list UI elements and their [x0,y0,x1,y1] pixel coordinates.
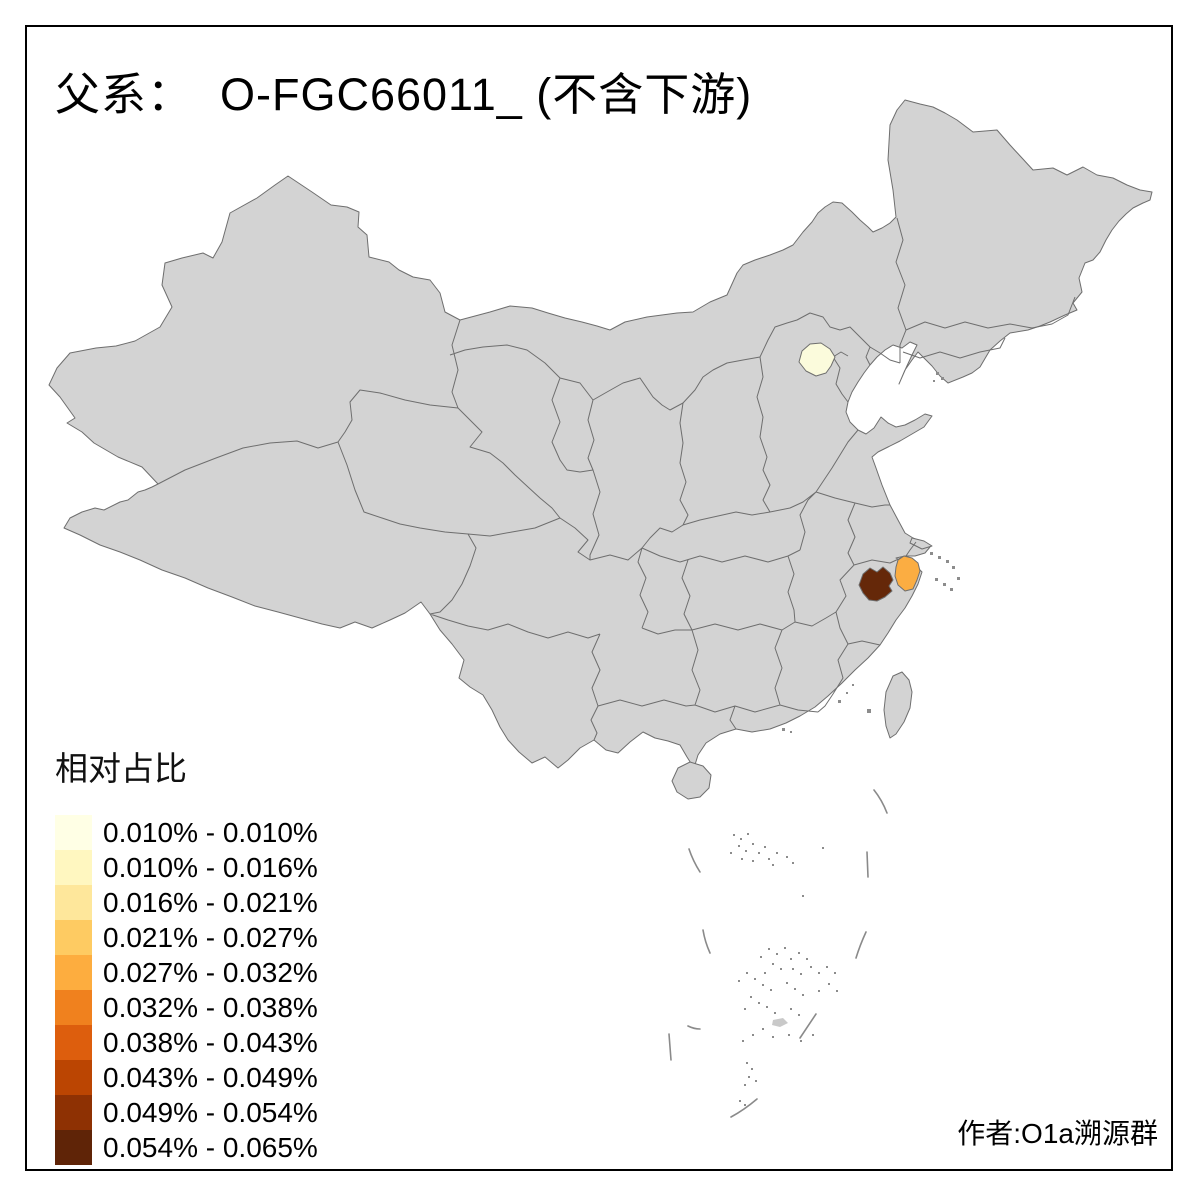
legend-item: 0.038% - 0.043% [55,1025,318,1060]
region-beijing [798,342,836,377]
legend-label: 0.054% - 0.065% [103,1132,318,1163]
nine-dash-line [668,789,888,1118]
legend-label: 0.049% - 0.054% [103,1097,318,1128]
legend-swatch [55,920,92,955]
chongming-island [909,537,933,550]
legend-item: 0.016% - 0.021% [55,885,318,920]
taiwan-island [883,671,913,739]
plot-frame [25,25,1173,1171]
legend-item: 0.010% - 0.010% [55,815,318,850]
legend-label: 0.038% - 0.043% [103,1027,318,1058]
legend-item: 0.032% - 0.038% [55,990,318,1025]
legend-item: 0.010% - 0.016% [55,850,318,885]
legend-label: 0.021% - 0.027% [103,922,318,953]
region-zhejiang-inland [858,566,894,602]
legend-swatch [55,1095,92,1130]
legend-item: 0.043% - 0.049% [55,1060,318,1095]
legend-label: 0.010% - 0.010% [103,817,318,848]
region-zhejiang-coastal [894,555,921,592]
legend-label: 0.032% - 0.038% [103,992,318,1023]
legend-item: 0.054% - 0.065% [55,1130,318,1165]
legend-swatch [55,955,92,990]
attribution: 作者:O1a溯源群 [957,1118,1158,1149]
legend-swatch [55,815,92,850]
legend-swatch [55,990,92,1025]
legend-swatch [55,1130,92,1165]
map-title: 父系： O-FGC66011_ (不含下游) [55,69,753,120]
legend-item: 0.049% - 0.054% [55,1095,318,1130]
province-borders [157,217,1076,741]
legend-title: 相对占比 [55,750,187,787]
legend-swatch [55,1025,92,1060]
legend-label: 0.043% - 0.049% [103,1062,318,1093]
mainland-china [48,99,1153,800]
south-china-sea-islands [730,833,838,1106]
hainan-island [671,761,712,800]
legend-item: 0.027% - 0.032% [55,955,318,990]
legend: 相对占比 0.010% - 0.010% 0.010% - 0.016% 0.0… [55,742,318,1165]
mainland-outline [48,99,1153,769]
legend-swatch [55,885,92,920]
legend-label: 0.027% - 0.032% [103,957,318,988]
legend-item: 0.021% - 0.027% [55,920,318,955]
legend-swatch [55,1060,92,1095]
legend-swatch [55,850,92,885]
legend-label: 0.010% - 0.016% [103,852,318,883]
legend-label: 0.016% - 0.021% [103,887,318,918]
